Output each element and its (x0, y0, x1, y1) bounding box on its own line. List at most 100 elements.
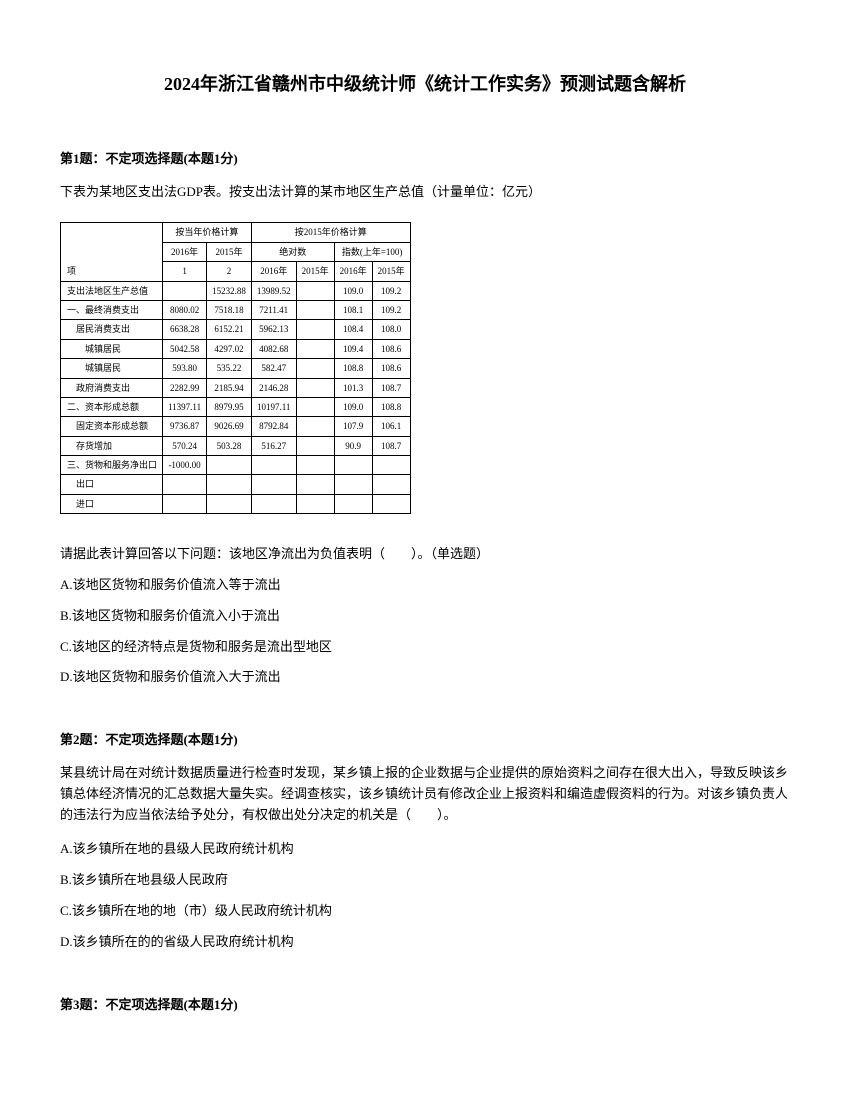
q1-instruction: 请据此表计算回答以下问题：该地区净流出为负值表明（ ）。（单选题） (60, 544, 790, 565)
table-cell: 106.1 (372, 417, 410, 436)
table-cell: 503.28 (207, 436, 252, 455)
table-cell: 7211.41 (251, 300, 296, 319)
table-cell: 6152.21 (207, 320, 252, 339)
th-2016b: 2016年 (251, 262, 296, 281)
table-cell: 108.7 (372, 436, 410, 455)
th-2016: 2016年 (163, 242, 207, 261)
table-cell (207, 456, 252, 475)
table-cell: 582.47 (251, 359, 296, 378)
table-row-label: 存货增加 (61, 436, 163, 455)
table-cell (296, 436, 334, 455)
q1-option-d: D.该地区货物和服务价值流入大于流出 (60, 667, 790, 688)
table-cell (296, 281, 334, 300)
th-2015c: 2015年 (372, 262, 410, 281)
table-cell (296, 456, 334, 475)
table-cell: 4297.02 (207, 339, 252, 358)
table-row-label: 固定资本形成总额 (61, 417, 163, 436)
table-cell (372, 494, 410, 513)
q1-option-a: A.该地区货物和服务价值流入等于流出 (60, 575, 790, 596)
table-cell (163, 281, 207, 300)
table-cell: 8080.02 (163, 300, 207, 319)
page-title: 2024年浙江省赣州市中级统计师《统计工作实务》预测试题含解析 (60, 70, 790, 99)
table-cell (207, 494, 252, 513)
table-cell: 9026.69 (207, 417, 252, 436)
q2-option-c: C.该乡镇所在地的地（市）级人民政府统计机构 (60, 901, 790, 922)
table-cell (372, 475, 410, 494)
table-cell: 9736.87 (163, 417, 207, 436)
th-sub2: 指数(上年=100) (334, 242, 410, 261)
table-cell: 570.24 (163, 436, 207, 455)
th-group2: 按2015年价格计算 (251, 223, 410, 242)
table-cell: 108.0 (372, 320, 410, 339)
table-cell: 109.2 (372, 300, 410, 319)
table-cell (334, 494, 372, 513)
table-row-label: 城镇居民 (61, 359, 163, 378)
table-row-label: 一、最终消费支出 (61, 300, 163, 319)
table-row-label: 二、资本形成总额 (61, 397, 163, 416)
q1-header: 第1题：不定项选择题(本题1分) (60, 149, 790, 170)
table-cell: 107.9 (334, 417, 372, 436)
th-group1: 按当年价格计算 (163, 223, 252, 242)
table-cell: 90.9 (334, 436, 372, 455)
table-cell: 8979.95 (207, 397, 252, 416)
table-cell (296, 300, 334, 319)
table-cell (207, 475, 252, 494)
gdp-table: 项 按当年价格计算 按2015年价格计算 2016年 2015年 绝对数 指数(… (60, 222, 790, 514)
table-row-label: 进口 (61, 494, 163, 513)
table-cell: 108.8 (334, 359, 372, 378)
table-cell (372, 456, 410, 475)
table-row-label: 出口 (61, 475, 163, 494)
table-cell: 516.27 (251, 436, 296, 455)
table-cell: 108.7 (372, 378, 410, 397)
table-cell: 108.4 (334, 320, 372, 339)
table-cell: 11397.11 (163, 397, 207, 416)
table-cell (251, 475, 296, 494)
table-cell: 593.80 (163, 359, 207, 378)
question-1: 第1题：不定项选择题(本题1分) 下表为某地区支出法GDP表。按支出法计算的某市… (60, 149, 790, 688)
th-sub1: 绝对数 (251, 242, 334, 261)
table-cell: 7518.18 (207, 300, 252, 319)
table-cell: 2282.99 (163, 378, 207, 397)
th-2016c: 2016年 (334, 262, 372, 281)
question-3: 第3题：不定项选择题(本题1分) (60, 995, 790, 1016)
q1-text: 下表为某地区支出法GDP表。按支出法计算的某市地区生产总值（计量单位：亿元） (60, 182, 790, 203)
table-cell (334, 475, 372, 494)
th-c1: 1 (163, 262, 207, 281)
table-cell: 108.6 (372, 339, 410, 358)
table-row-label: 支出法地区生产总值 (61, 281, 163, 300)
table-cell: 8792.84 (251, 417, 296, 436)
table-cell: 108.6 (372, 359, 410, 378)
table-row-label: 三、货物和服务净出口 (61, 456, 163, 475)
table-cell (296, 397, 334, 416)
table-cell: 108.8 (372, 397, 410, 416)
table-cell: 6638.28 (163, 320, 207, 339)
question-2: 第2题：不定项选择题(本题1分) 某县统计局在对统计数据质量进行检查时发现，某乡… (60, 730, 790, 952)
table-cell (251, 494, 296, 513)
table-cell (296, 494, 334, 513)
table-cell (296, 378, 334, 397)
q2-option-d: D.该乡镇所在的的省级人民政府统计机构 (60, 932, 790, 953)
table-cell: 15232.88 (207, 281, 252, 300)
table-row-label: 政府消费支出 (61, 378, 163, 397)
table-cell: 109.4 (334, 339, 372, 358)
table-cell: 101.3 (334, 378, 372, 397)
th-item: 项 (61, 223, 163, 281)
table-cell: 2146.28 (251, 378, 296, 397)
table-cell: -1000.00 (163, 456, 207, 475)
th-c2: 2 (207, 262, 252, 281)
table-cell (251, 456, 296, 475)
q2-option-a: A.该乡镇所在地的县级人民政府统计机构 (60, 839, 790, 860)
table-cell (163, 475, 207, 494)
th-2015b: 2015年 (296, 262, 334, 281)
q3-header: 第3题：不定项选择题(本题1分) (60, 995, 790, 1016)
q1-option-b: B.该地区货物和服务价值流入小于流出 (60, 606, 790, 627)
table-cell (296, 417, 334, 436)
q2-text: 某县统计局在对统计数据质量进行检查时发现，某乡镇上报的企业数据与企业提供的原始资… (60, 763, 790, 825)
table-cell: 10197.11 (251, 397, 296, 416)
table-cell: 4082.68 (251, 339, 296, 358)
table-cell (163, 494, 207, 513)
table-cell: 109.2 (372, 281, 410, 300)
th-2015: 2015年 (207, 242, 252, 261)
table-cell: 5962.13 (251, 320, 296, 339)
table-cell (334, 456, 372, 475)
